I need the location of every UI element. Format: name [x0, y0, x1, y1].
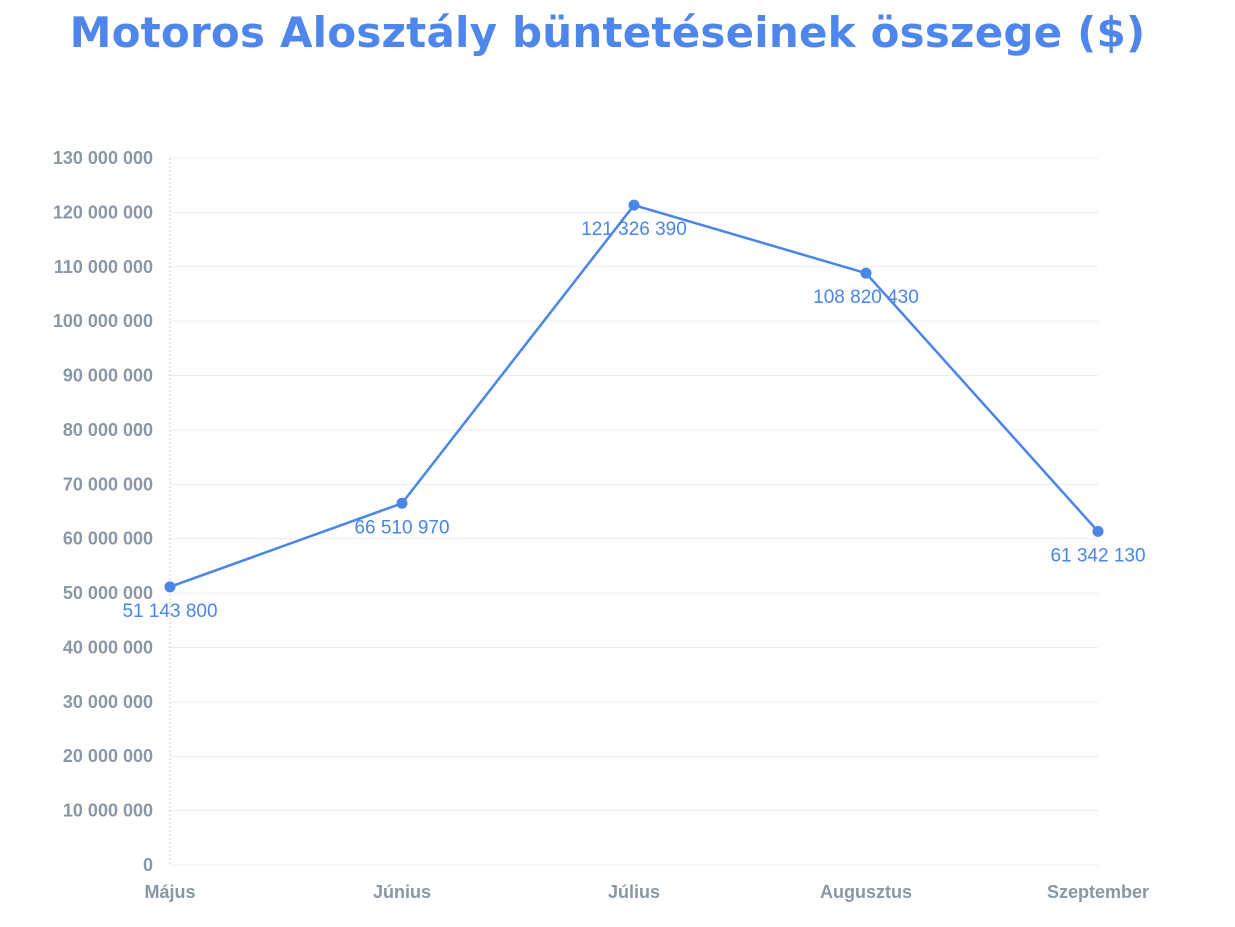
chart-title: Motoros Alosztály büntetéseinek összege …	[69, 8, 1146, 57]
data-label: 121 326 390	[581, 219, 687, 240]
y-tick-label: 40 000 000	[63, 637, 153, 657]
x-axis-tick-labels: Május Június Július Augusztus Szeptember	[144, 882, 1149, 902]
y-tick-label: 120 000 000	[53, 202, 153, 222]
x-tick-label: Május	[144, 882, 195, 902]
data-point	[860, 267, 872, 279]
data-point	[164, 581, 176, 593]
data-point	[396, 497, 408, 509]
y-tick-label: 70 000 000	[63, 474, 153, 494]
x-tick-label: Június	[373, 882, 431, 902]
series-line-path	[169, 203, 1099, 589]
data-label: 108 820 430	[813, 287, 919, 308]
data-label: 66 510 970	[354, 517, 449, 538]
data-point	[628, 199, 640, 211]
data-points	[164, 199, 1104, 593]
y-tick-label: 90 000 000	[63, 366, 153, 386]
y-tick-label: 100 000 000	[53, 311, 153, 331]
data-label: 51 143 800	[122, 601, 217, 622]
y-tick-label: 20 000 000	[63, 746, 153, 766]
data-labels: 51 143 800 66 510 970 121 326 390 108 820 4…	[122, 219, 1145, 622]
y-tick-label: 80 000 000	[63, 420, 153, 440]
data-label: 61 342 130	[1050, 545, 1145, 566]
y-tick-label: 30 000 000	[63, 692, 153, 712]
y-tick-label: 50 000 000	[63, 583, 153, 603]
x-tick-label: Augusztus	[820, 882, 912, 902]
y-tick-label: 60 000 000	[63, 529, 153, 549]
y-tick-label: 110 000 000	[54, 257, 153, 277]
x-tick-label: Szeptember	[1047, 882, 1149, 902]
series-line	[169, 203, 1099, 589]
y-axis-tick-labels: 0 10 000 000 20 000 000 30 000 000 40 000 00…	[53, 148, 153, 875]
grid-lines	[170, 157, 1098, 866]
y-tick-label: 130 000 000	[53, 148, 153, 168]
y-tick-label: 10 000 000	[63, 801, 153, 821]
x-tick-label: Július	[608, 882, 660, 902]
data-point	[1092, 525, 1104, 537]
y-tick-label: 0	[143, 855, 153, 875]
